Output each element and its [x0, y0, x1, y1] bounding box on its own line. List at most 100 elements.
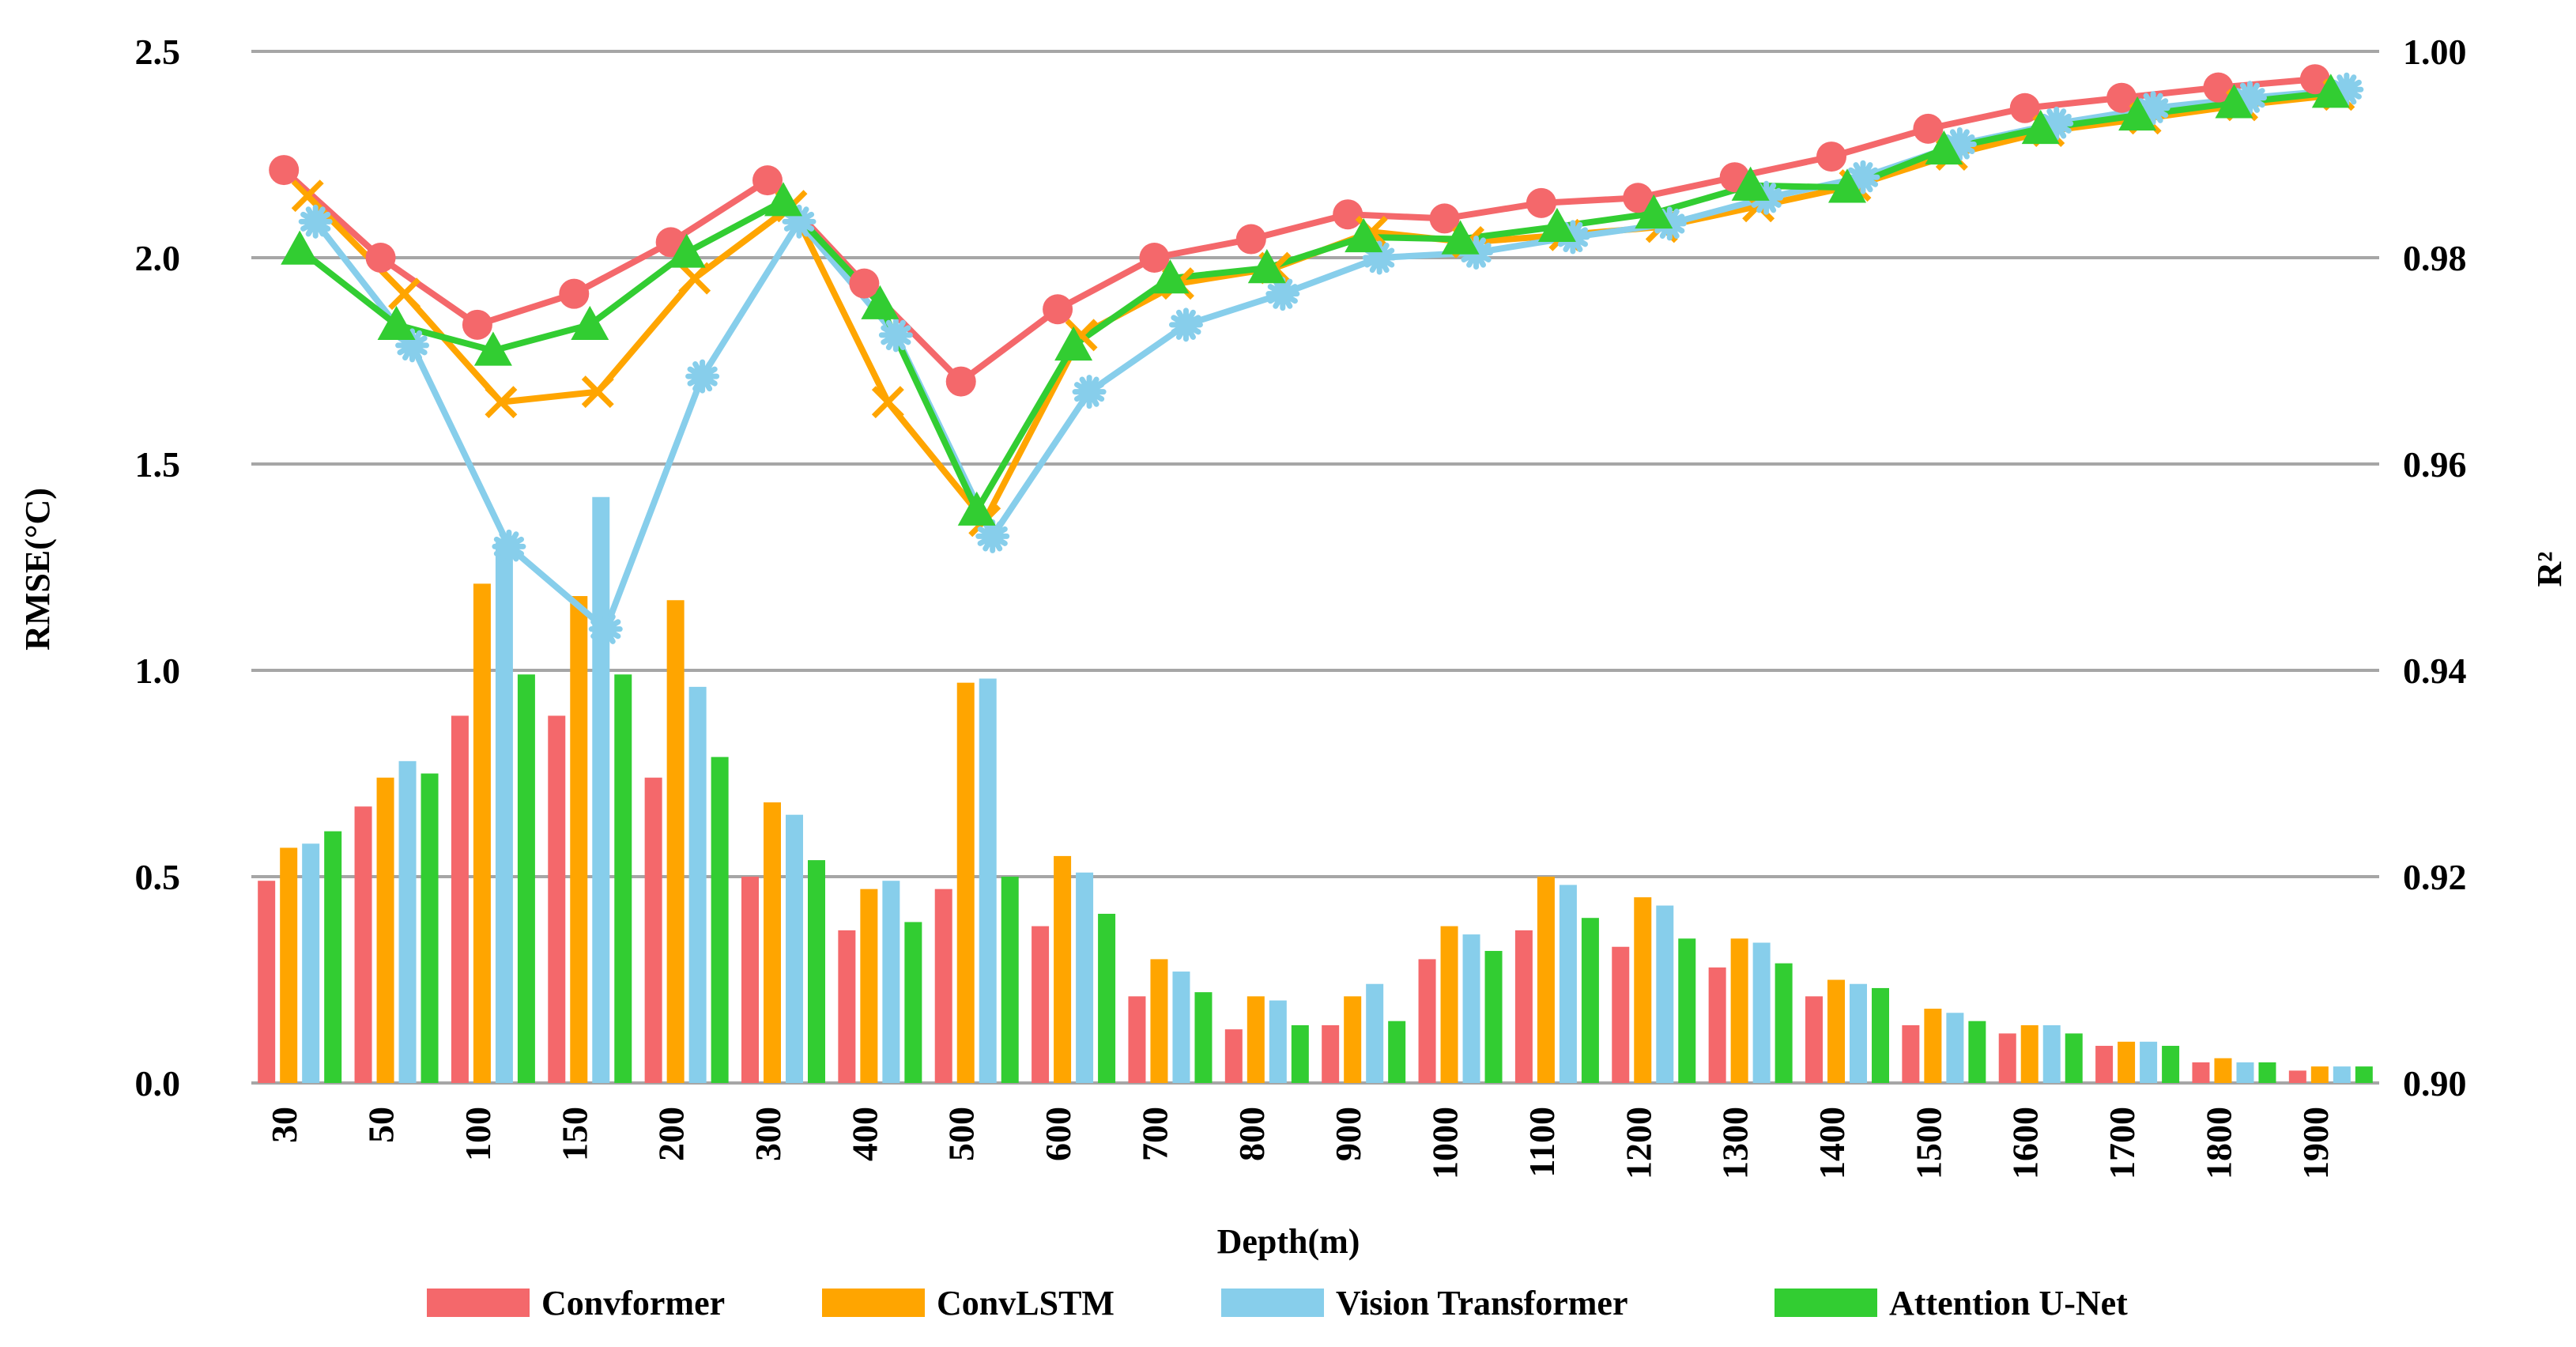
- marker-convformer: [2106, 82, 2137, 113]
- x-tick-label: 600: [1038, 1107, 1078, 1161]
- legend-item-convlstm: ConvLSTM: [822, 1284, 1115, 1322]
- y-right-tick-label: 0.98: [2403, 238, 2467, 278]
- bar-vision-transformer: [302, 843, 320, 1083]
- legend-label: ConvLSTM: [937, 1284, 1115, 1322]
- marker-attention-u-net: [2311, 74, 2350, 108]
- marker-vision-transformer: [1846, 160, 1880, 194]
- x-tick-label: 1900: [2295, 1107, 2336, 1179]
- marker-vision-transformer: [1265, 277, 1300, 311]
- bar-convformer: [1612, 946, 1630, 1083]
- marker-attention-u-net: [861, 285, 900, 319]
- x-tick-label: 700: [1134, 1107, 1175, 1161]
- bar-convlstm: [376, 777, 394, 1083]
- marker-vision-transformer: [1072, 375, 1107, 409]
- bar-attention-u-net: [1968, 1021, 1986, 1083]
- axis-layer: Depth(m) RMSE(°C) R² 0.0 0.90 0.5 0.92 1.0 0.…: [18, 32, 2569, 1261]
- bar-convlstm: [1537, 877, 1555, 1083]
- x-tick-label: 300: [748, 1107, 788, 1161]
- marker-vision-transformer: [685, 359, 720, 394]
- bar-attention-u-net: [1194, 992, 1213, 1083]
- bar-convlstm: [764, 802, 781, 1083]
- x-tick-label: 400: [844, 1107, 884, 1161]
- bar-vision-transformer: [882, 881, 900, 1083]
- marker-convformer: [1235, 224, 1266, 255]
- marker-attention-u-net: [1828, 168, 1866, 203]
- bar-attention-u-net: [324, 831, 342, 1083]
- marker-convformer: [1429, 203, 1460, 234]
- bar-vision-transformer: [2140, 1041, 2158, 1083]
- marker-vision-transformer: [492, 529, 526, 564]
- legend-item-vision-transformer: Vision Transformer: [1221, 1284, 1628, 1322]
- marker-convformer: [559, 278, 590, 309]
- bar-vision-transformer: [1172, 972, 1190, 1083]
- bar-attention-u-net: [421, 773, 439, 1083]
- marker-vision-transformer: [2136, 91, 2171, 126]
- bar-convlstm: [1247, 996, 1265, 1083]
- y-right-tick-label: 0.90: [2403, 1063, 2467, 1104]
- bar-vision-transformer: [1462, 934, 1480, 1083]
- marker-vision-transformer: [298, 204, 333, 239]
- marker-vision-transformer: [1168, 308, 1203, 342]
- bar-vision-transformer: [1269, 1000, 1287, 1083]
- x-tick-label: 500: [941, 1107, 982, 1161]
- y-right-tick-label: 1.00: [2403, 32, 2467, 72]
- marker-attention-u-net: [377, 305, 416, 341]
- marker-vision-transformer: [2232, 81, 2267, 115]
- marker-attention-u-net: [2118, 96, 2157, 131]
- x-tick-label: 150: [554, 1107, 594, 1161]
- x-tick-label: 800: [1231, 1107, 1272, 1161]
- bar-convformer: [1128, 996, 1146, 1083]
- marker-convlstm: [871, 386, 904, 419]
- bar-attention-u-net: [2355, 1066, 2373, 1083]
- legend: Convformer ConvLSTM Vision Transformer Atte…: [427, 1284, 2128, 1322]
- legend-label: Attention U-Net: [1889, 1284, 2128, 1322]
- marker-vision-transformer: [1362, 240, 1397, 275]
- bar-vision-transformer: [1656, 905, 1674, 1083]
- bar-attention-u-net: [1678, 938, 1696, 1083]
- bar-attention-u-net: [1581, 918, 1599, 1083]
- bar-attention-u-net: [2258, 1062, 2276, 1083]
- bar-convformer: [1514, 930, 1533, 1083]
- x-tick-label: 900: [1328, 1107, 1368, 1161]
- legend-label: Convformer: [541, 1284, 725, 1322]
- x-tick-label: 1200: [1618, 1107, 1658, 1179]
- bar-convformer: [2095, 1046, 2114, 1083]
- bar-vision-transformer: [786, 814, 803, 1083]
- marker-vision-transformer: [2039, 106, 2074, 141]
- x-axis-title: Depth(m): [1217, 1222, 1360, 1261]
- marker-attention-u-net: [2215, 84, 2254, 119]
- marker-attention-u-net: [1054, 326, 1093, 361]
- marker-attention-u-net: [1345, 217, 1383, 253]
- legend-swatch: [1221, 1289, 1324, 1317]
- bar-convlstm: [2310, 1066, 2329, 1083]
- bar-convformer: [838, 930, 856, 1083]
- bar-vision-transformer: [688, 686, 707, 1083]
- bar-attention-u-net: [711, 757, 729, 1083]
- marker-convformer: [945, 366, 976, 397]
- bar-convformer: [741, 877, 759, 1083]
- bar-convlstm: [956, 682, 975, 1083]
- bar-attention-u-net: [1872, 987, 1889, 1083]
- bar-convformer: [2288, 1070, 2306, 1083]
- marker-attention-u-net: [1537, 207, 1576, 243]
- marker-convformer: [462, 309, 492, 340]
- x-tick-label: 1700: [2102, 1107, 2142, 1179]
- marker-convlstm: [678, 262, 711, 295]
- bar-convlstm: [1634, 897, 1652, 1083]
- marker-convformer: [752, 165, 783, 196]
- bar-convformer: [1224, 1029, 1243, 1083]
- marker-convlstm: [581, 375, 614, 409]
- legend-swatch: [427, 1289, 530, 1317]
- bar-attention-u-net: [808, 860, 825, 1083]
- line-layer: [281, 76, 2348, 632]
- marker-convformer: [2009, 92, 2040, 123]
- marker-attention-u-net: [764, 182, 802, 217]
- bar-attention-u-net: [517, 674, 535, 1083]
- bar-convformer: [1418, 959, 1436, 1083]
- bar-vision-transformer: [1850, 983, 1867, 1083]
- marker-attention-u-net: [473, 331, 512, 366]
- marker-convformer: [1913, 113, 1944, 144]
- legend-swatch: [1775, 1289, 1877, 1317]
- y-right-tick-label: 0.92: [2403, 857, 2467, 897]
- bar-convlstm: [280, 847, 298, 1083]
